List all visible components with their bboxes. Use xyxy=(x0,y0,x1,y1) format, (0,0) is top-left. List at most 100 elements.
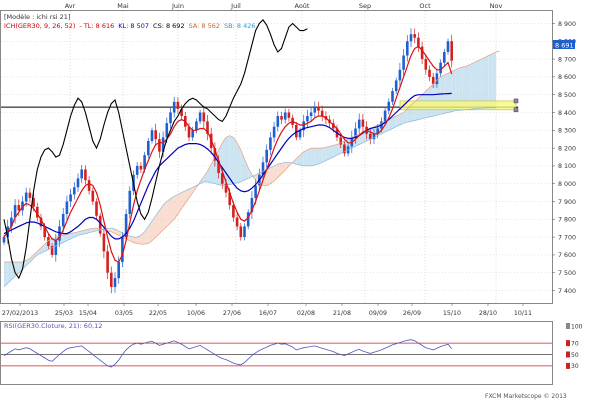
y-tick-label: 8 500 xyxy=(558,92,576,99)
x-tick-label: 27/06 xyxy=(223,310,241,317)
x-tick-label: 21/08 xyxy=(333,310,351,317)
rsi-level-marker xyxy=(566,340,570,347)
last-price-label: 8 691 xyxy=(555,42,574,50)
indicator-value: SB: 8 426 xyxy=(224,22,255,30)
highlight-zone[interactable] xyxy=(399,100,517,111)
tenkan-sen-line xyxy=(3,45,453,263)
indicator-value: ICH(GER30, 9, 26, 52) xyxy=(4,22,75,30)
cloud-segment xyxy=(89,228,93,233)
candle xyxy=(202,112,206,122)
rsi-tick-label: 30 xyxy=(571,363,579,370)
cloud-segment xyxy=(277,163,282,178)
cloud-segment xyxy=(473,60,478,109)
month-label: Sep xyxy=(359,2,371,10)
candle xyxy=(206,121,209,134)
cloud-segment xyxy=(185,189,189,204)
candle xyxy=(124,213,128,238)
candle xyxy=(254,185,257,198)
candle xyxy=(376,128,379,134)
candle xyxy=(372,133,376,140)
rsi-label: RSI(GER30.Cloture, 21): 60,12 xyxy=(4,322,102,330)
candle xyxy=(169,112,172,124)
cloud-segment xyxy=(29,254,34,263)
candle xyxy=(110,272,113,287)
indicator-value: KL: 8 507 xyxy=(118,22,149,30)
candle xyxy=(61,213,65,227)
indicator-values: ICH(GER30, 9, 26, 52) - TL: 8 616 KL: 8 50… xyxy=(4,22,255,30)
cloud-segment xyxy=(459,67,463,111)
cloud-segment xyxy=(285,162,289,171)
cloud-segment xyxy=(11,262,16,280)
candle xyxy=(121,237,124,263)
cloud-segment xyxy=(325,146,330,161)
x-tick-label: 15/04 xyxy=(79,310,97,317)
candle xyxy=(339,137,342,145)
cloud-segment xyxy=(303,149,308,166)
candle xyxy=(13,205,17,218)
senkou-span-b xyxy=(3,107,497,288)
x-tick-label: 09/09 xyxy=(369,310,387,317)
cloud-segment xyxy=(26,258,30,266)
month-label: Mai xyxy=(117,2,129,10)
candle xyxy=(298,130,302,138)
candle xyxy=(139,165,143,170)
candle xyxy=(413,34,416,38)
candle xyxy=(398,69,402,81)
cloud-segment xyxy=(137,235,141,245)
cloud-segment xyxy=(155,210,160,238)
candle xyxy=(343,144,346,154)
indicator-value: - TL: 8 616 xyxy=(79,22,114,30)
candle xyxy=(180,108,183,117)
cloud-segment xyxy=(148,221,152,244)
candle xyxy=(143,155,146,170)
x-tick-label: 22/05 xyxy=(149,310,167,317)
candle xyxy=(313,107,317,113)
candle xyxy=(239,226,243,238)
zone-handle-icon[interactable] xyxy=(513,107,519,113)
candle xyxy=(80,169,83,179)
cloud-segment xyxy=(81,230,86,235)
cloud-segment xyxy=(237,142,241,183)
candle xyxy=(73,187,76,195)
candle xyxy=(409,34,413,42)
candle xyxy=(250,197,254,213)
candle xyxy=(406,41,409,56)
candle xyxy=(39,217,43,227)
candle xyxy=(269,137,272,150)
zone-handle-icon[interactable] xyxy=(513,98,519,104)
candle xyxy=(428,69,431,77)
candle xyxy=(84,169,87,181)
candle xyxy=(272,126,276,138)
candle xyxy=(224,183,228,193)
cloud-segment xyxy=(96,228,101,231)
month-label: Avr xyxy=(65,2,76,10)
rsi-tick-label: 100 xyxy=(571,323,583,330)
candle xyxy=(198,112,202,122)
month-label: Août xyxy=(295,2,310,10)
y-tick-label: 8 700 xyxy=(558,56,576,63)
candle xyxy=(21,201,24,211)
cloud-segment xyxy=(211,157,215,184)
candle xyxy=(446,41,450,52)
candle xyxy=(354,128,357,138)
candle xyxy=(439,62,442,74)
y-tick-label: 8 900 xyxy=(558,21,576,28)
cloud-segment xyxy=(85,229,90,234)
x-tick-label: 26/09 xyxy=(403,310,421,317)
candle xyxy=(394,80,398,92)
footer-bar xyxy=(0,393,591,400)
cloud-segment xyxy=(300,151,304,166)
candle xyxy=(106,251,109,273)
cloud-segment xyxy=(296,155,300,166)
cloud-segment xyxy=(433,80,437,117)
candle xyxy=(2,237,6,243)
cloud-segment xyxy=(429,84,434,117)
cloud-segment xyxy=(166,198,171,227)
indicator-value: CS: 8 692 xyxy=(153,22,185,30)
cloud-segment xyxy=(392,116,397,129)
x-tick-label: 03/05 xyxy=(115,310,133,317)
cloud-segment xyxy=(248,167,252,179)
cloud-segment xyxy=(455,67,460,111)
y-tick-label: 7 900 xyxy=(558,199,576,206)
cloud-segment xyxy=(4,262,8,287)
